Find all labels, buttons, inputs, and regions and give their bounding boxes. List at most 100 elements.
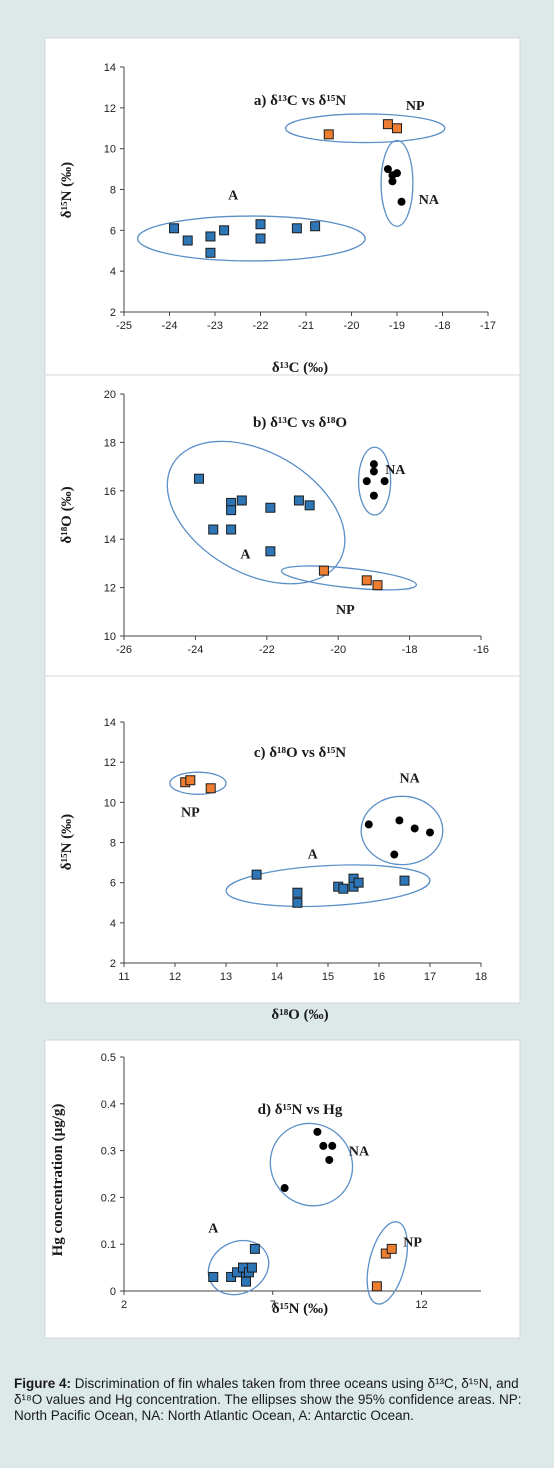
group-label-na: NA xyxy=(399,771,420,786)
confidence-ellipse-na xyxy=(357,446,392,516)
x-tick-label: -25 xyxy=(116,320,132,332)
data-point-na xyxy=(393,169,401,178)
data-point-na xyxy=(383,165,392,174)
y-tick-label: 12 xyxy=(104,757,116,769)
y-tick-label: 18 xyxy=(104,437,116,449)
data-point-np xyxy=(372,580,383,591)
x-tick-label: -18 xyxy=(435,320,451,332)
y-axis-label: δ¹⁵N (‰) xyxy=(59,162,75,218)
y-tick-label: 0.4 xyxy=(101,1099,116,1111)
group-label-np: NP xyxy=(406,99,425,114)
data-point-a xyxy=(169,223,180,234)
chart-panel-1: -25 -24 -23 -22 -21 -20 -19 -18 -17 2 4 6 8 10 12 14 a) … xyxy=(44,37,521,389)
y-tick-label: 12 xyxy=(104,583,116,595)
x-tick-label: 7 xyxy=(270,1299,276,1311)
confidence-ellipse-na xyxy=(360,795,444,866)
y-tick-label: 10 xyxy=(104,144,116,156)
confidence-ellipse-na xyxy=(380,139,414,227)
x-tick-label: 13 xyxy=(220,971,232,983)
confidence-ellipse-a xyxy=(136,215,366,262)
data-point-a xyxy=(310,221,321,232)
data-point-a xyxy=(265,502,276,513)
data-point-na xyxy=(380,477,389,486)
data-point-a xyxy=(240,1276,251,1287)
data-point-a xyxy=(249,1243,260,1254)
data-point-na xyxy=(364,820,373,829)
y-axis-label: δ¹⁵N (‰) xyxy=(59,814,75,870)
data-point-na xyxy=(325,1155,334,1164)
data-point-a xyxy=(291,223,302,234)
data-point-a xyxy=(193,473,204,484)
data-point-na xyxy=(410,824,419,833)
data-point-na xyxy=(397,197,406,206)
data-point-na xyxy=(313,1127,322,1136)
y-tick-label: 0.2 xyxy=(101,1192,116,1204)
y-tick-label: 0.5 xyxy=(101,1052,116,1064)
data-point-a xyxy=(226,505,237,516)
data-point-a xyxy=(205,247,216,258)
x-tick-label: 18 xyxy=(475,971,487,983)
data-point-np xyxy=(318,565,329,576)
figure-caption: Figure 4: Discrimination of fin whales t… xyxy=(14,1376,542,1424)
data-point-a xyxy=(292,897,303,908)
y-tick-label: 6 xyxy=(110,878,116,890)
data-point-np xyxy=(323,129,334,140)
confidence-ellipse-a xyxy=(207,1239,270,1296)
data-point-a xyxy=(246,1262,257,1273)
x-axis-label: δ¹⁵N (‰) xyxy=(272,1301,328,1317)
x-tick-label: -18 xyxy=(402,644,418,656)
data-point-na xyxy=(388,177,397,186)
data-point-np xyxy=(185,775,196,786)
chart-panel-4: 2 7 12 0 0.1 0.2 0.3 0.4 0.5 d) δ¹⁵N vs Hg δ¹⁵N (‰… xyxy=(44,1039,521,1339)
group-label-a: A xyxy=(208,1222,219,1237)
x-tick-label: -22 xyxy=(259,644,275,656)
group-label-na: NA xyxy=(349,1144,370,1159)
data-point-a xyxy=(399,875,410,886)
y-axis-label: δ¹⁸O (‰) xyxy=(59,486,75,543)
y-tick-label: 6 xyxy=(110,225,116,237)
x-tick-label: -24 xyxy=(187,644,203,656)
chart-title: a) δ¹³C vs δ¹⁵N xyxy=(254,93,346,109)
data-point-na xyxy=(369,467,378,476)
data-point-np xyxy=(361,575,372,586)
data-point-a xyxy=(208,524,219,535)
group-label-a: A xyxy=(240,548,251,563)
data-point-na xyxy=(328,1141,337,1150)
chart-panel-2: -26 -24 -22 -20 -18 -16 10 12 14 16 18 20 b) δ¹³C vs… xyxy=(44,374,521,701)
data-point-a xyxy=(304,500,315,511)
x-tick-label: -24 xyxy=(162,320,178,332)
chart-title: b) δ¹³C vs δ¹⁸O xyxy=(253,415,347,431)
data-point-na xyxy=(426,828,434,837)
data-point-na xyxy=(369,491,378,500)
chart-panel-3: 11 12 13 14 15 16 17 18 2 4 6 8 10 12 14 c) δ¹⁸O vs δ¹⁵… xyxy=(44,675,521,1023)
data-point-a xyxy=(251,869,262,880)
y-tick-label: 10 xyxy=(104,631,116,643)
group-label-np: NP xyxy=(403,1236,422,1251)
confidence-ellipse-np xyxy=(280,565,418,591)
y-tick-label: 2 xyxy=(110,307,116,319)
y-tick-label: 0.3 xyxy=(101,1146,116,1158)
group-label-np: NP xyxy=(336,603,355,618)
x-tick-label: -26 xyxy=(116,644,132,656)
x-tick-label: -23 xyxy=(207,320,223,332)
x-tick-label: -22 xyxy=(253,320,269,332)
confidence-ellipse-np xyxy=(284,113,446,144)
y-tick-label: 8 xyxy=(110,185,116,197)
data-point-a xyxy=(255,233,266,244)
y-tick-label: 2 xyxy=(110,958,116,970)
data-point-a xyxy=(226,524,237,535)
group-label-a: A xyxy=(228,189,239,204)
x-tick-label: -19 xyxy=(389,320,405,332)
chart-title: d) δ¹⁵N vs Hg xyxy=(258,1102,343,1118)
x-tick-label: 17 xyxy=(424,971,436,983)
data-point-a xyxy=(255,219,266,230)
y-tick-label: 16 xyxy=(104,486,116,498)
caption-text: Discrimination of fin whales taken from … xyxy=(14,1376,522,1423)
y-tick-label: 14 xyxy=(104,62,116,74)
data-point-na xyxy=(395,816,404,825)
data-point-na xyxy=(390,850,399,859)
data-point-np xyxy=(386,1243,397,1254)
data-point-na xyxy=(362,477,371,486)
y-tick-label: 10 xyxy=(104,797,116,809)
